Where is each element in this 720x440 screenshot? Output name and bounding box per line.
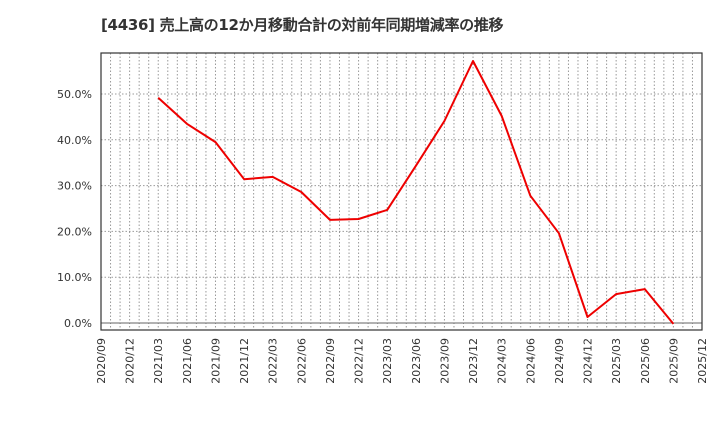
x-tick-label: 2023/06 <box>410 338 423 384</box>
y-tick-label: 40.0% <box>57 134 92 147</box>
y-tick-label: 10.0% <box>57 271 92 284</box>
y-tick-label: 50.0% <box>57 88 92 101</box>
grid-lines <box>101 53 702 330</box>
x-axis: 2020/09 2020/12 2021/03 2021/06 2021/09 2021/… <box>95 338 709 384</box>
x-tick-label: 2022/06 <box>295 338 308 384</box>
chart-title: [4436] 売上高の12か月移動合計の対前年同期増減率の推移 <box>101 16 504 34</box>
y-tick-label: 30.0% <box>57 180 92 193</box>
x-tick-label: 2024/12 <box>582 338 595 384</box>
x-tick-label: 2025/03 <box>610 338 623 384</box>
x-tick-label: 2020/09 <box>95 338 108 384</box>
x-tick-label: 2021/09 <box>209 338 222 384</box>
x-tick-label: 2023/12 <box>467 338 480 384</box>
x-tick-label: 2021/03 <box>152 338 165 384</box>
plot-frame <box>100 52 703 331</box>
data-line <box>157 60 675 325</box>
x-tick-label: 2022/09 <box>324 338 337 384</box>
x-tick-label: 2020/12 <box>124 338 137 384</box>
x-tick-label: 2021/06 <box>181 338 194 384</box>
x-tick-label: 2021/12 <box>238 338 251 384</box>
x-tick-label: 2022/12 <box>353 338 366 384</box>
x-tick-label: 2024/03 <box>496 338 509 384</box>
y-tick-label: 0.0% <box>64 317 92 330</box>
x-tick-label: 2023/09 <box>438 338 451 384</box>
y-axis: 0.0% 10.0% 20.0% 30.0% 40.0% 50.0% <box>57 88 92 330</box>
x-tick-label: 2024/09 <box>553 338 566 384</box>
x-tick-label: 2025/09 <box>667 338 680 384</box>
y-tick-label: 20.0% <box>57 225 92 238</box>
x-tick-label: 2025/12 <box>696 338 709 384</box>
x-tick-label: 2024/06 <box>524 338 537 384</box>
x-tick-label: 2025/06 <box>639 338 652 384</box>
x-tick-label: 2023/03 <box>381 338 394 384</box>
x-tick-label: 2022/03 <box>267 338 280 384</box>
